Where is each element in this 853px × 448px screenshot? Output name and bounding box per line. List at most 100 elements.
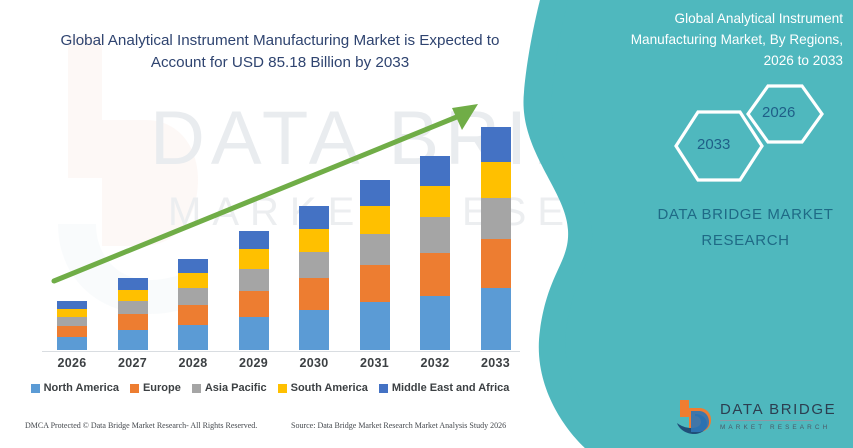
bar-segment <box>238 268 269 291</box>
legend-swatch-icon <box>191 383 201 393</box>
bar-group-2033[interactable] <box>480 127 511 350</box>
footer-copyright: DMCA Protected © Data Bridge Market Rese… <box>25 421 258 430</box>
logo-name: DATA BRIDGE <box>720 401 837 418</box>
footer: DMCA Protected © Data Bridge Market Rese… <box>0 421 560 441</box>
bar-segment <box>178 287 208 305</box>
right-info-panel: BRI RE Global Analytical Instrument Manu… <box>510 0 853 448</box>
legend-item[interactable]: North America <box>30 382 119 394</box>
legend-swatch-icon <box>378 383 388 393</box>
legend-item[interactable]: Asia Pacific <box>191 382 267 394</box>
legend-label: Europe <box>142 382 181 394</box>
bar-segment <box>117 314 148 331</box>
bar-segment <box>178 304 208 325</box>
bar-segment <box>178 273 208 288</box>
chart-plot-area <box>20 100 540 352</box>
bar-segment <box>299 278 329 310</box>
logo-tagline: MARKET RESEARCH <box>720 424 831 431</box>
x-axis-label-2027: 2027 <box>117 356 147 370</box>
bar-segment <box>480 127 511 162</box>
page-title: Global Analytical Instrument Manufacturi… <box>60 32 500 72</box>
chart-legend: North America Europe Asia Pacific South Ame… <box>0 382 540 394</box>
bar-group-2027[interactable] <box>117 278 148 350</box>
bar-segment <box>480 287 511 350</box>
bar-segment <box>238 249 269 269</box>
hexagon-group: 2026 2033 <box>650 82 850 187</box>
legend-label: North America <box>43 382 119 394</box>
x-axis-label-2026: 2026 <box>57 356 87 370</box>
legend-label: Middle East and Africa <box>391 382 510 394</box>
bar-segment <box>420 217 450 254</box>
bar-segment <box>299 228 329 252</box>
bar-segment <box>359 206 390 234</box>
footer-source: Source: Data Bridge Market Research Mark… <box>291 421 507 430</box>
bar-segment <box>299 206 329 229</box>
logo-divider <box>720 420 813 421</box>
legend-swatch-icon <box>30 383 40 393</box>
hexagon-label-2033: 2033 <box>697 136 731 153</box>
brand-name-block: DATA BRIDGE MARKET RESEARCH <box>638 202 853 255</box>
bar-segment <box>117 278 148 290</box>
x-axis-label-2033: 2033 <box>480 356 510 370</box>
bar-segment <box>57 317 87 327</box>
x-axis-label-2030: 2030 <box>299 356 329 370</box>
bar-segment <box>178 258 208 274</box>
bar-segment <box>57 301 87 310</box>
bar-segment <box>238 290 269 317</box>
bar-segment <box>57 309 87 318</box>
bar-segment <box>238 316 269 350</box>
bar-segment <box>359 302 390 350</box>
left-chart-panel: Global Analytical Instrument Manufacturi… <box>0 32 560 441</box>
bar-segment <box>480 161 511 198</box>
legend-label: South America <box>290 382 368 394</box>
bar-group-2031[interactable] <box>359 179 390 350</box>
logo-text-block: DATA BRIDGE MARKET RESEARCH <box>720 401 836 431</box>
teal-panel-shape <box>523 0 853 448</box>
hexagon-label-2026: 2026 <box>762 104 796 121</box>
bar-segment <box>420 186 450 218</box>
bar-segment <box>480 197 511 239</box>
bar-segment <box>359 233 390 266</box>
data-bridge-logo: DATA BRIDGE MARKET RESEARCH <box>675 398 845 440</box>
bar-segment <box>420 295 450 350</box>
bar-segment <box>299 251 329 279</box>
right-panel-title: Global Analytical Instrument Manufacturi… <box>630 11 843 69</box>
bar-segment <box>420 253 450 296</box>
legend-item[interactable]: Middle East and Africa <box>378 382 510 394</box>
hexagon-2033-shape <box>674 110 764 182</box>
bar-segment <box>359 265 390 303</box>
legend-item[interactable]: Europe <box>129 382 181 394</box>
bar-group-2028[interactable] <box>178 258 208 350</box>
brand-line-2: RESEARCH <box>701 232 790 250</box>
legend-swatch-icon <box>277 383 287 393</box>
bar-segment <box>57 336 87 350</box>
legend-label: Asia Pacific <box>204 382 267 394</box>
bar-group-2032[interactable] <box>420 156 450 350</box>
bar-segment <box>178 324 208 350</box>
bar-group-2029[interactable] <box>238 230 269 350</box>
x-axis-labels: 2026 2027 2028 2029 2030 2031 2032 2033 <box>20 356 540 376</box>
chart-baseline <box>42 351 520 352</box>
bar-segment <box>57 326 87 337</box>
stacked-bar-series <box>20 100 540 351</box>
legend-item[interactable]: South America <box>277 382 368 394</box>
bar-group-2030[interactable] <box>299 206 329 350</box>
bar-segment <box>117 330 148 350</box>
bar-segment <box>117 301 148 315</box>
brand-line-1: DATA BRIDGE MARKET <box>657 206 834 223</box>
bar-segment <box>359 179 390 207</box>
x-axis-label-2032: 2032 <box>420 356 450 370</box>
legend-swatch-icon <box>129 383 139 393</box>
x-axis-label-2029: 2029 <box>238 356 268 370</box>
bar-segment <box>480 238 511 288</box>
bar-segment <box>420 156 450 187</box>
bar-group-2026[interactable] <box>57 301 87 350</box>
x-axis-label-2031: 2031 <box>359 356 389 370</box>
hexagon-2026-shape <box>746 84 824 144</box>
bar-segment <box>117 289 148 302</box>
bar-segment <box>299 309 329 350</box>
data-bridge-mark-icon <box>677 400 711 434</box>
x-axis-label-2028: 2028 <box>178 356 208 370</box>
bar-segment <box>238 230 269 250</box>
hexagon-shapes-icon <box>674 84 824 182</box>
